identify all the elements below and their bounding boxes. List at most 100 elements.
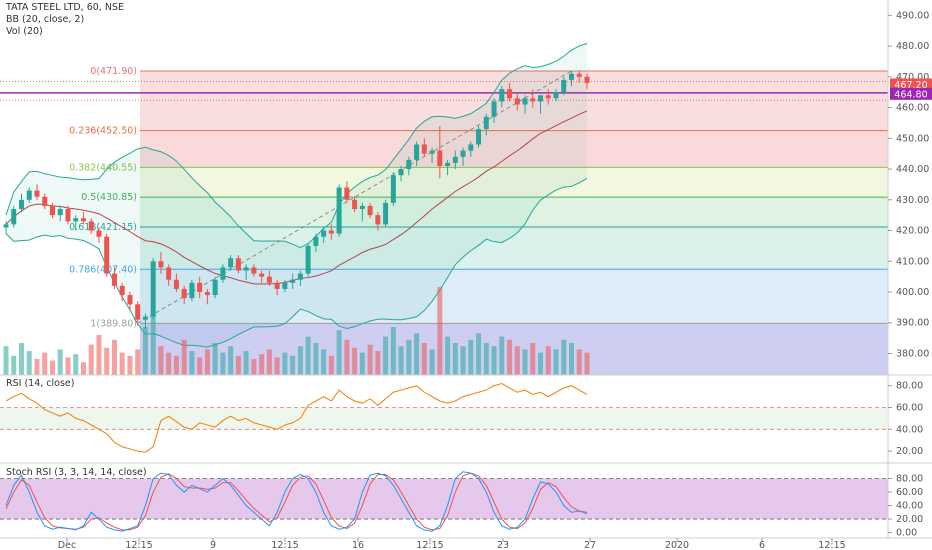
price-tick-label: 460.00 (896, 103, 929, 114)
stoch-rsi-label: Stoch RSI (3, 3, 14, 14, close) (6, 467, 147, 478)
volume-bar (166, 352, 172, 375)
candle (545, 95, 551, 99)
volume-bar (197, 357, 203, 375)
rsi-tick-label: 80.00 (896, 381, 923, 392)
candle (88, 221, 94, 231)
candle (367, 205, 373, 216)
candle (359, 205, 365, 210)
volume-bar (228, 346, 234, 375)
stoch-tick-label: 0.00 (896, 528, 917, 539)
volume-bar (561, 339, 567, 375)
candle (328, 230, 334, 234)
fib-label-4: 0.618(421.15) (69, 222, 137, 233)
candle (104, 236, 110, 274)
candle (34, 190, 40, 197)
volume-bar (344, 339, 350, 375)
candle (460, 150, 466, 157)
volume-bar (522, 349, 528, 375)
candle (352, 199, 358, 210)
candle (42, 196, 48, 206)
stoch-d-line (5, 472, 588, 531)
candle (437, 150, 443, 166)
rsi-label: RSI (14, close) (6, 378, 75, 389)
fib-label-3: 0.5(430.85) (81, 192, 137, 203)
candle (65, 209, 71, 222)
volume-bar (127, 355, 133, 375)
candle (73, 218, 79, 222)
candle (57, 209, 63, 216)
volume-bar (96, 335, 102, 375)
candle (561, 79, 567, 93)
bollinger-basis (5, 110, 588, 285)
price-tick-label: 480.00 (896, 41, 929, 52)
candle (11, 209, 17, 225)
candle (452, 156, 458, 163)
volume-bar (476, 333, 482, 375)
candle (336, 187, 342, 234)
volume-bar (158, 346, 164, 375)
volume-bar (26, 351, 32, 375)
volume-bar (80, 362, 86, 375)
candle (127, 295, 133, 305)
volume-bar (259, 354, 265, 375)
candle (228, 258, 234, 268)
fib-zone (140, 130, 888, 168)
volume-bar (11, 355, 17, 375)
candle (18, 199, 24, 210)
volume-bar (266, 349, 272, 375)
candle (313, 236, 319, 246)
volume-bar (297, 346, 303, 375)
volume-bar (445, 336, 451, 375)
candle (383, 202, 389, 225)
candle (158, 261, 164, 268)
candle (173, 279, 179, 289)
candle (514, 98, 520, 105)
volume-bar (204, 349, 210, 375)
candle (576, 73, 582, 77)
candle (119, 285, 125, 296)
time-tick-label: 12:15 (416, 540, 443, 550)
volume-bar (352, 347, 358, 375)
candle (142, 316, 148, 320)
volume-bar (499, 336, 505, 375)
volume-bar (173, 355, 179, 375)
volume-bar (251, 359, 257, 375)
volume-bar (212, 343, 218, 375)
fib-zone-bottom (140, 323, 888, 375)
candle (375, 215, 381, 225)
volume-bar (42, 352, 48, 375)
volume-bar (429, 349, 435, 375)
volume-bar (49, 360, 55, 375)
volume-bar (290, 355, 296, 375)
candle (522, 98, 528, 105)
stoch-tick-label: 80.00 (896, 474, 923, 485)
candle (476, 129, 482, 145)
candle (259, 273, 265, 277)
fib-zone (140, 71, 888, 131)
price-tick-label: 490.00 (896, 10, 929, 21)
volume-bar (530, 343, 536, 375)
price-tick-label: 380.00 (896, 348, 929, 359)
candle (584, 76, 590, 83)
volume-bar (460, 346, 466, 375)
volume-bar (88, 344, 94, 375)
volume-bar (220, 352, 226, 375)
stoch-tick-label: 60.00 (896, 487, 923, 498)
candle (111, 273, 117, 286)
candle (80, 218, 86, 222)
time-tick-label: Dec (58, 540, 76, 550)
fib-zone (140, 269, 888, 324)
candle (390, 175, 396, 203)
volume-bar (282, 352, 288, 375)
volume-bar (150, 311, 156, 375)
volume-bar (65, 357, 71, 375)
candle (507, 89, 513, 99)
time-tick-label: 2020 (665, 540, 689, 550)
candle (26, 190, 32, 200)
candle (321, 230, 327, 237)
candle (553, 92, 559, 99)
candle (290, 279, 296, 283)
candle (429, 150, 435, 154)
time-tick-label: 6 (759, 540, 765, 550)
